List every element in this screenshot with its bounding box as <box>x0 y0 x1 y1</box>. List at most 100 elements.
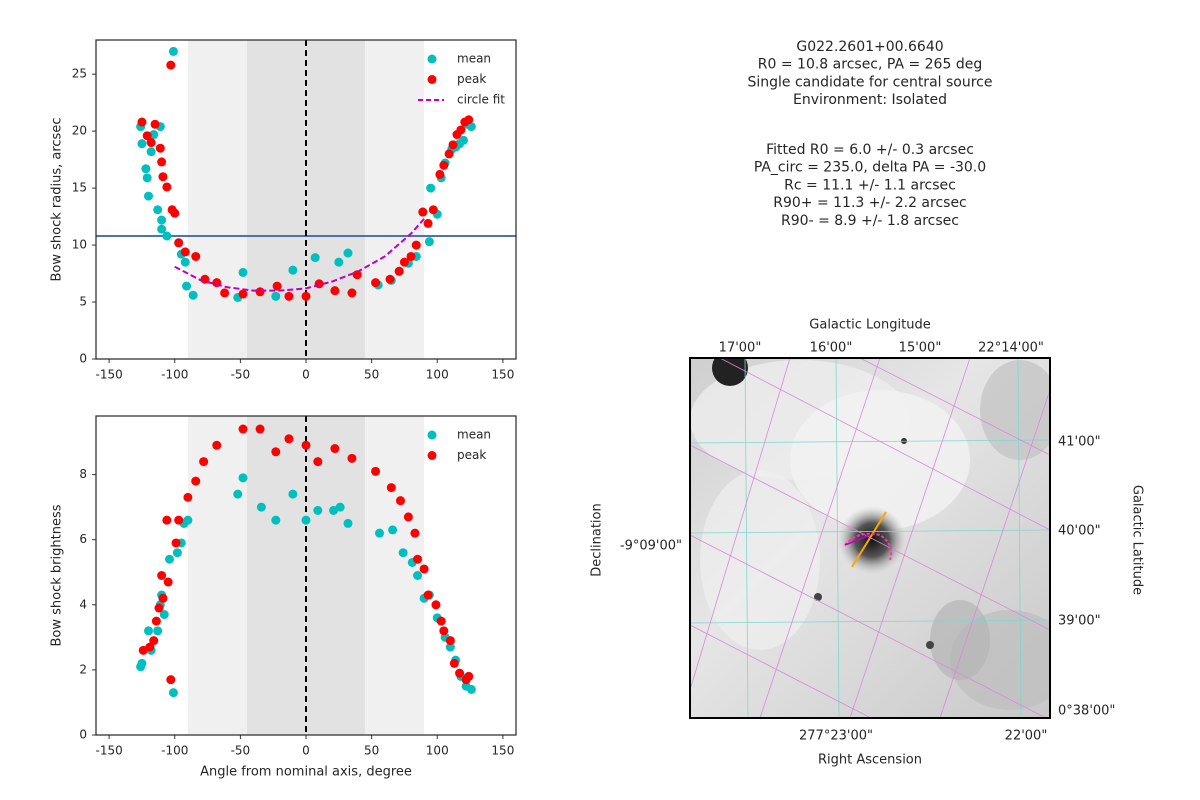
point <box>301 291 311 301</box>
fit-line <box>174 218 425 292</box>
legend-label: circle fit <box>457 93 505 107</box>
point <box>385 274 395 284</box>
info-line: R0 = 10.8 arcsec, PA = 265 deg <box>758 57 982 73</box>
point <box>399 257 409 267</box>
point <box>162 231 172 241</box>
point <box>162 515 172 525</box>
point <box>256 502 266 512</box>
x-tick-label: 50 <box>364 744 379 758</box>
x-tick-label: 0 <box>302 368 310 382</box>
point <box>418 207 428 217</box>
tick-label: -9°09'00" <box>620 539 682 554</box>
point <box>413 554 423 564</box>
point <box>163 577 173 587</box>
point <box>455 668 465 678</box>
fit-line: Rc = 11.1 +/- 1.1 arcsec <box>784 177 956 193</box>
y-tick-label: 6 <box>79 532 87 546</box>
tick-label: 277°23'00" <box>799 729 873 744</box>
point <box>165 554 174 564</box>
point <box>428 205 438 215</box>
point <box>271 515 281 525</box>
point <box>180 247 190 257</box>
point <box>212 440 222 450</box>
point <box>436 616 446 626</box>
x-tick-label: -150 <box>96 368 123 382</box>
point <box>288 489 298 499</box>
point <box>145 642 155 652</box>
point <box>330 444 340 454</box>
point <box>188 290 198 300</box>
point <box>255 424 265 434</box>
point <box>456 125 466 135</box>
x-tick-label: -100 <box>161 744 188 758</box>
sky-image <box>690 358 1050 718</box>
point <box>314 279 324 289</box>
axis-label: Galactic Latitude <box>1130 485 1145 595</box>
point <box>439 160 449 170</box>
point <box>162 182 172 192</box>
point <box>220 288 230 298</box>
point <box>388 525 398 535</box>
point <box>284 434 294 444</box>
info-line: Single candidate for central source <box>748 74 993 90</box>
tick-label: 40'00" <box>1058 524 1101 539</box>
point <box>464 115 474 125</box>
point <box>144 191 153 201</box>
point <box>301 515 311 525</box>
point <box>313 505 323 515</box>
point <box>233 489 243 499</box>
point <box>171 538 181 548</box>
point <box>153 626 163 636</box>
point <box>142 131 152 141</box>
point <box>155 143 165 153</box>
point <box>445 636 455 646</box>
axis-label: Right Ascension <box>818 753 922 768</box>
image-panel: Galactic Longitude 17'00" 16'00" 15'00" … <box>590 318 1145 768</box>
x-tick-label: -100 <box>161 368 188 382</box>
point <box>449 658 459 668</box>
point <box>343 518 353 528</box>
point <box>284 291 294 301</box>
point <box>464 671 474 681</box>
axis-label: Galactic Longitude <box>809 318 930 333</box>
point <box>334 257 344 267</box>
x-tick-label: -50 <box>231 368 251 382</box>
point <box>170 208 180 218</box>
tick-label: 41'00" <box>1058 435 1101 450</box>
point <box>431 600 441 610</box>
point <box>191 251 201 261</box>
point <box>439 626 449 636</box>
point <box>238 473 248 483</box>
point <box>146 138 156 148</box>
point <box>347 288 357 298</box>
point <box>238 289 248 299</box>
legend-label: mean <box>457 428 491 442</box>
point <box>423 590 433 600</box>
point <box>371 466 381 476</box>
point <box>459 135 468 145</box>
point <box>158 172 168 182</box>
point <box>371 278 381 288</box>
point <box>199 457 209 467</box>
y-tick-label: 4 <box>79 597 87 611</box>
point <box>141 164 151 174</box>
y-tick-label: 8 <box>79 467 87 481</box>
point <box>424 237 434 247</box>
legend-label: peak <box>457 72 486 86</box>
point <box>394 266 404 276</box>
point <box>301 440 311 450</box>
point <box>375 528 384 538</box>
point <box>255 287 265 297</box>
point <box>271 291 281 301</box>
fit-line: PA_circ = 235.0, delta PA = -30.0 <box>754 160 986 176</box>
point <box>411 240 421 250</box>
point <box>271 447 281 457</box>
point <box>419 564 429 574</box>
point <box>191 476 201 486</box>
x-tick-label: 150 <box>491 368 514 382</box>
point <box>180 257 190 267</box>
x-tick-label: -150 <box>96 744 123 758</box>
point <box>157 157 167 167</box>
point <box>168 46 178 56</box>
point <box>157 215 167 225</box>
